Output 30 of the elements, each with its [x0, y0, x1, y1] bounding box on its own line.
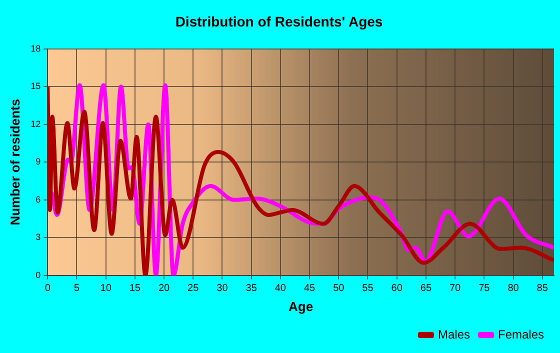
y-tick-label: 3: [36, 232, 41, 242]
x-tick-label: 45: [304, 283, 316, 294]
x-tick-label: 65: [420, 283, 432, 294]
y-tick-label: 6: [36, 194, 41, 204]
x-tick-label: 40: [274, 283, 286, 294]
x-tick-label: 10: [100, 283, 112, 294]
x-tick-label: 25: [188, 283, 200, 294]
x-tick-label: 0: [44, 283, 51, 294]
x-tick-label: 50: [333, 283, 345, 294]
legend-label: Females: [498, 327, 544, 342]
chart-title: Distribution of Residents' Ages: [175, 13, 383, 30]
x-axis-title: Age: [288, 298, 314, 314]
x-tick-label: 15: [129, 283, 141, 294]
x-tick-label: 85: [536, 283, 548, 294]
y-tick-label: 0: [36, 270, 41, 280]
x-tick-label: 35: [246, 283, 258, 294]
x-tick-label: 60: [391, 283, 403, 294]
y-axis-title: Number of residents: [7, 98, 22, 226]
y-tick-label: 9: [36, 156, 41, 167]
x-tick-label: 70: [449, 283, 462, 294]
x-tick-label: 20: [158, 283, 170, 294]
legend-label: Males: [438, 327, 470, 342]
x-tick-label: 30: [216, 283, 228, 294]
y-tick-label: 18: [30, 43, 41, 54]
y-tick-label: 15: [30, 81, 41, 92]
x-tick-label: 5: [74, 283, 80, 294]
x-tick-label: 80: [508, 283, 520, 294]
y-tick-label: 12: [30, 118, 41, 129]
x-tick-label: 55: [362, 283, 374, 294]
x-tick-label: 75: [478, 283, 490, 294]
